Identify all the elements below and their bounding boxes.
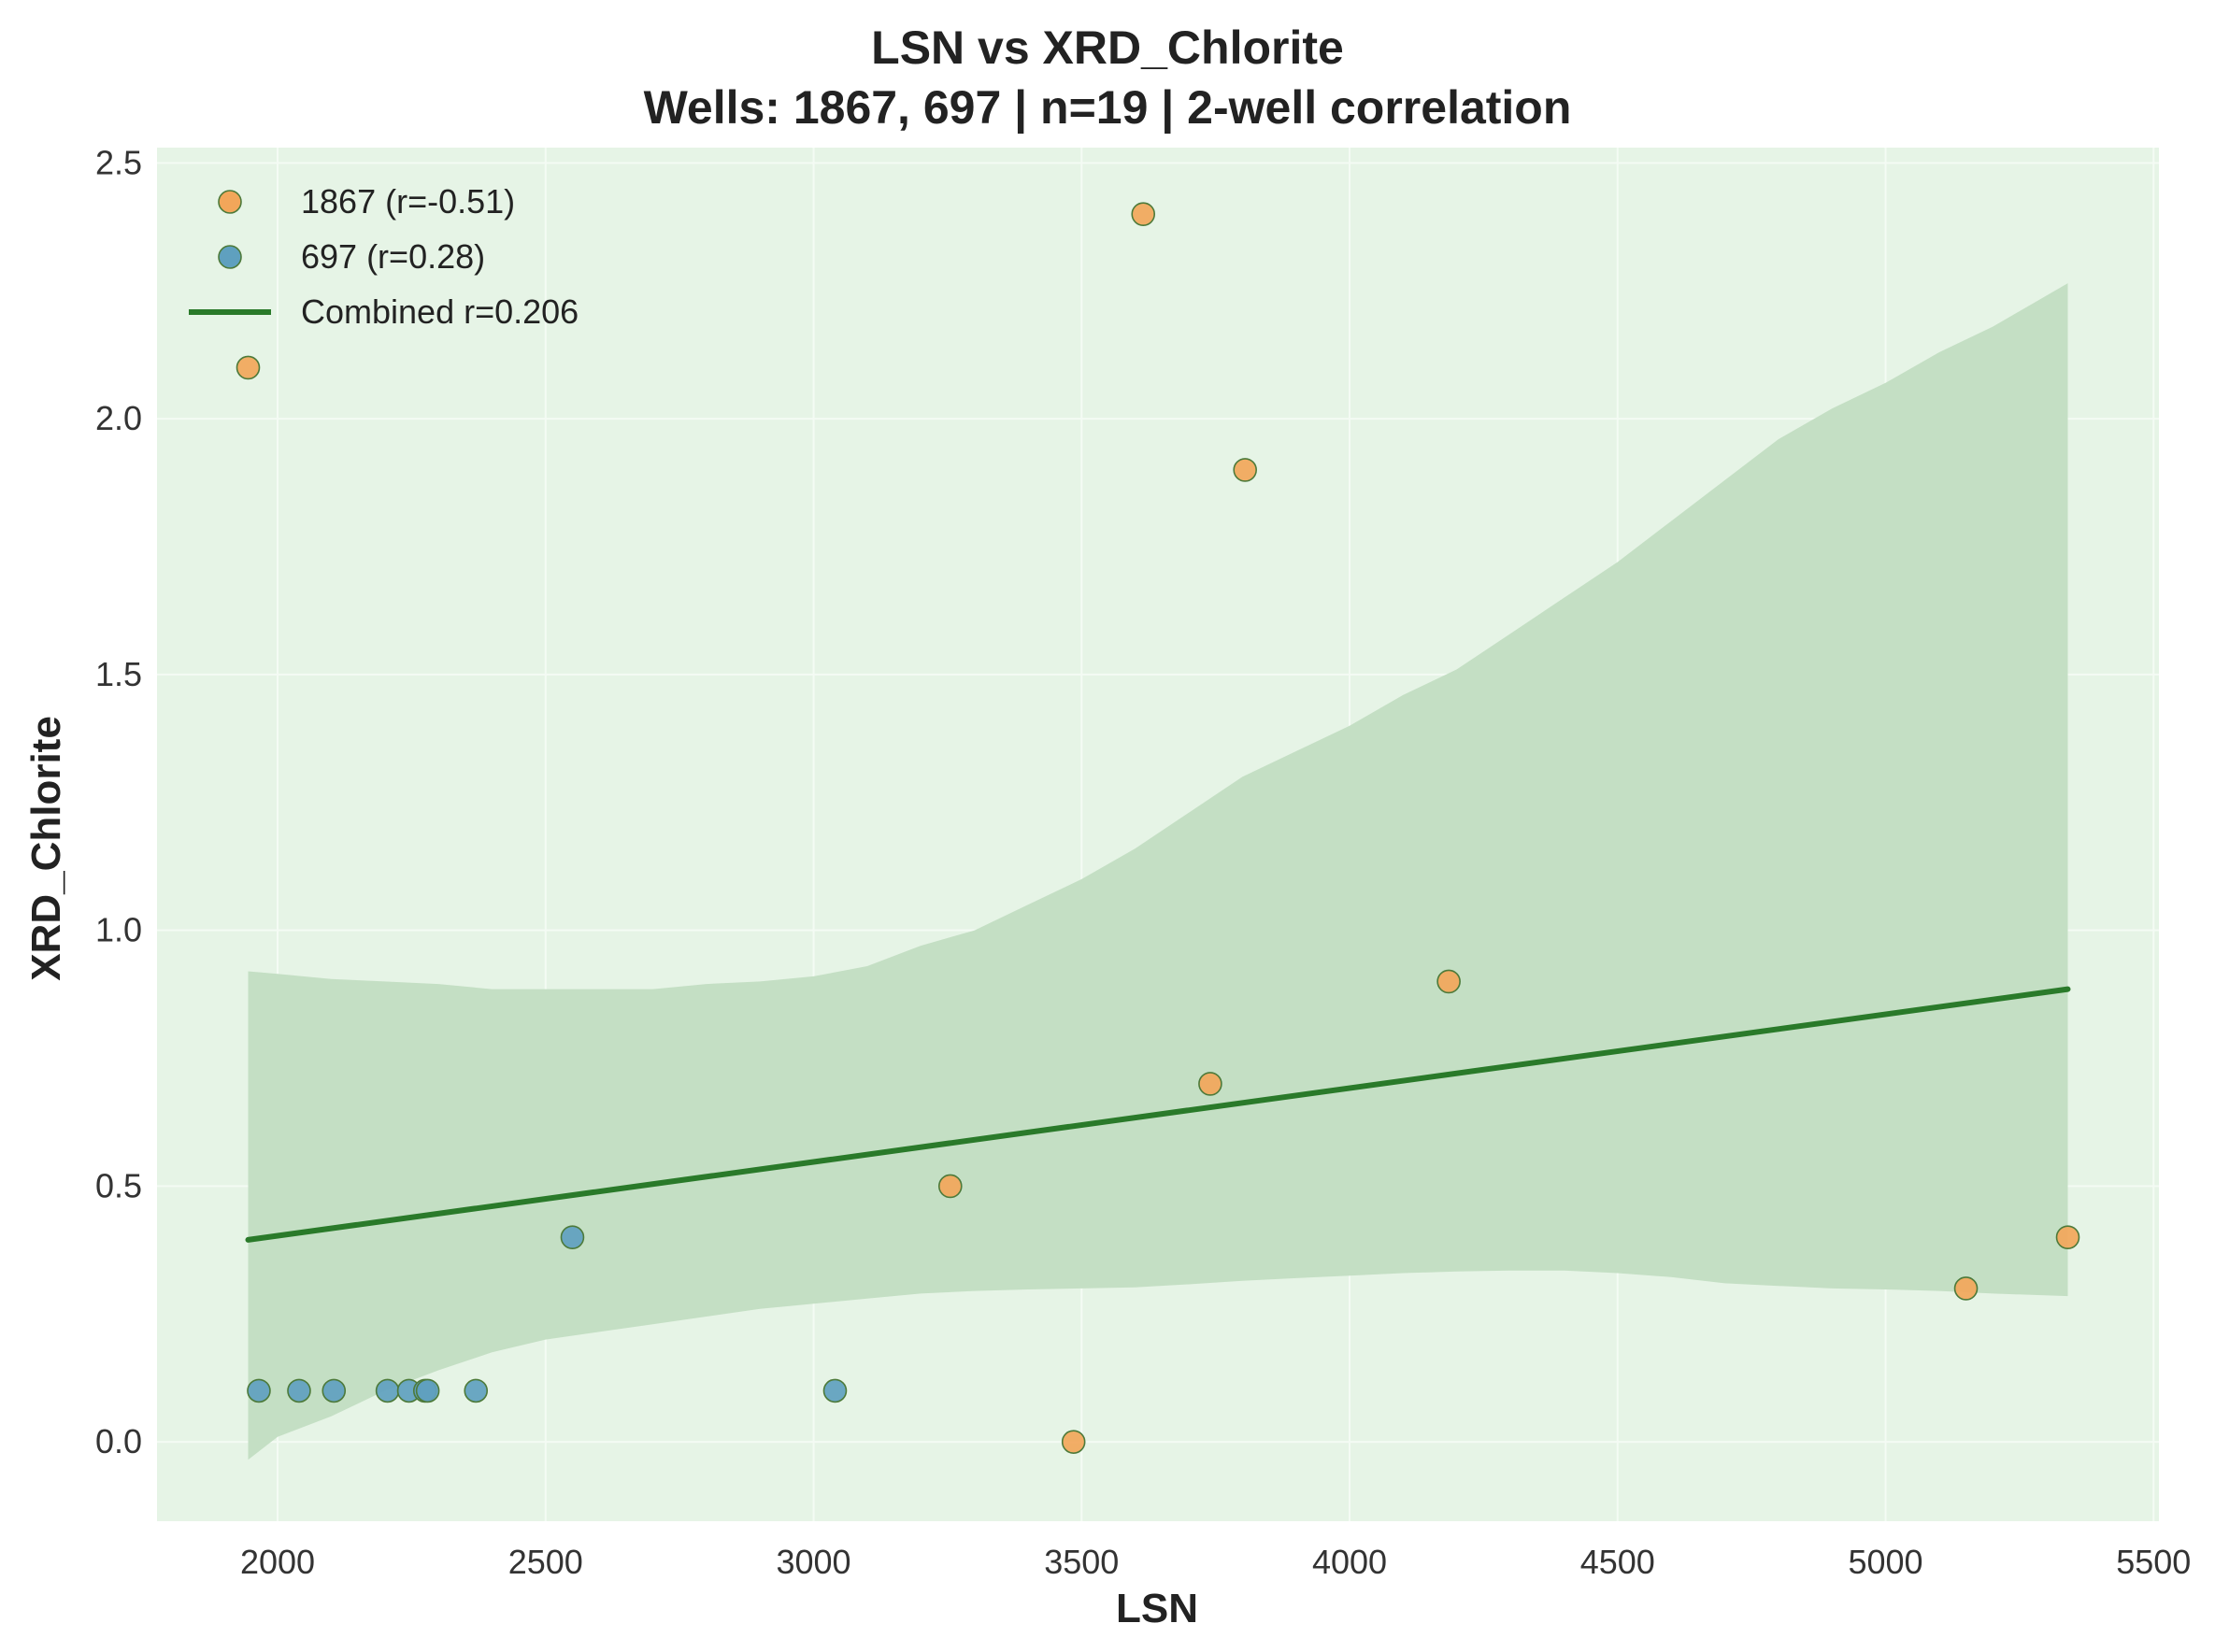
confidence-band — [248, 283, 2068, 1460]
point-well-1867 — [1061, 1430, 1086, 1454]
x-tick-label: 5000 — [1848, 1543, 1922, 1581]
confidence-band-area — [248, 283, 2068, 1460]
point-well-697 — [375, 1378, 400, 1403]
point-well-697 — [560, 1225, 585, 1249]
point-well-697 — [287, 1378, 311, 1403]
y-tick-label: 2.0 — [95, 399, 142, 437]
scatter-points — [236, 202, 2080, 1454]
x-tick-label: 2000 — [240, 1543, 315, 1581]
chart-subtitle: Wells: 1867, 697 | n=19 | 2-well correla… — [644, 81, 1572, 135]
fit-line-group — [245, 986, 2071, 1243]
point-well-1867 — [1953, 1276, 1979, 1301]
x-axis-label: LSN — [1116, 1586, 1198, 1631]
point-well-697 — [464, 1378, 489, 1403]
point-well-1867 — [1131, 202, 1156, 226]
point-well-697 — [322, 1378, 347, 1403]
point-well-1867 — [236, 355, 261, 380]
point-well-697 — [247, 1378, 271, 1403]
x-tick-label: 3500 — [1044, 1543, 1119, 1581]
y-tick-label: 2.5 — [95, 143, 142, 181]
y-axis-label: XRD_Chlorite — [23, 716, 69, 981]
x-tick-labels: 2000 2500 3000 3500 4000 4500 5000 5500 — [240, 1543, 2191, 1581]
y-tick-label: 1.0 — [95, 911, 142, 949]
x-tick-label: 4000 — [1312, 1543, 1387, 1581]
point-well-697 — [415, 1378, 440, 1403]
y-tick-labels: 0.0 0.5 1.0 1.5 2.0 2.5 — [95, 143, 142, 1460]
legend-label: 697 (r=0.28) — [301, 237, 485, 276]
point-well-1867 — [2055, 1225, 2080, 1249]
legend-marker — [218, 190, 242, 214]
chart-title: LSN vs XRD_Chlorite — [871, 21, 1344, 74]
legend-label: Combined r=0.206 — [301, 292, 579, 331]
y-tick-label: 1.5 — [95, 655, 142, 693]
legend-marker — [218, 245, 242, 269]
point-well-1867 — [1436, 969, 1461, 994]
x-tick-label: 5500 — [2116, 1543, 2191, 1581]
y-tick-label: 0.0 — [95, 1422, 142, 1460]
point-well-1867 — [1233, 458, 1257, 482]
y-tick-label: 0.5 — [95, 1166, 142, 1204]
fit-line — [245, 986, 2071, 1243]
point-well-1867 — [1198, 1072, 1222, 1096]
x-tick-label: 2500 — [508, 1543, 583, 1581]
legend: 1867 (r=-0.51) 697 (r=0.28) Combined r=0.2… — [189, 182, 579, 331]
point-well-697 — [822, 1378, 848, 1403]
x-tick-label: 3000 — [776, 1543, 850, 1581]
legend-label: 1867 (r=-0.51) — [301, 182, 515, 221]
point-well-1867 — [937, 1174, 963, 1199]
x-tick-label: 4500 — [1580, 1543, 1655, 1581]
